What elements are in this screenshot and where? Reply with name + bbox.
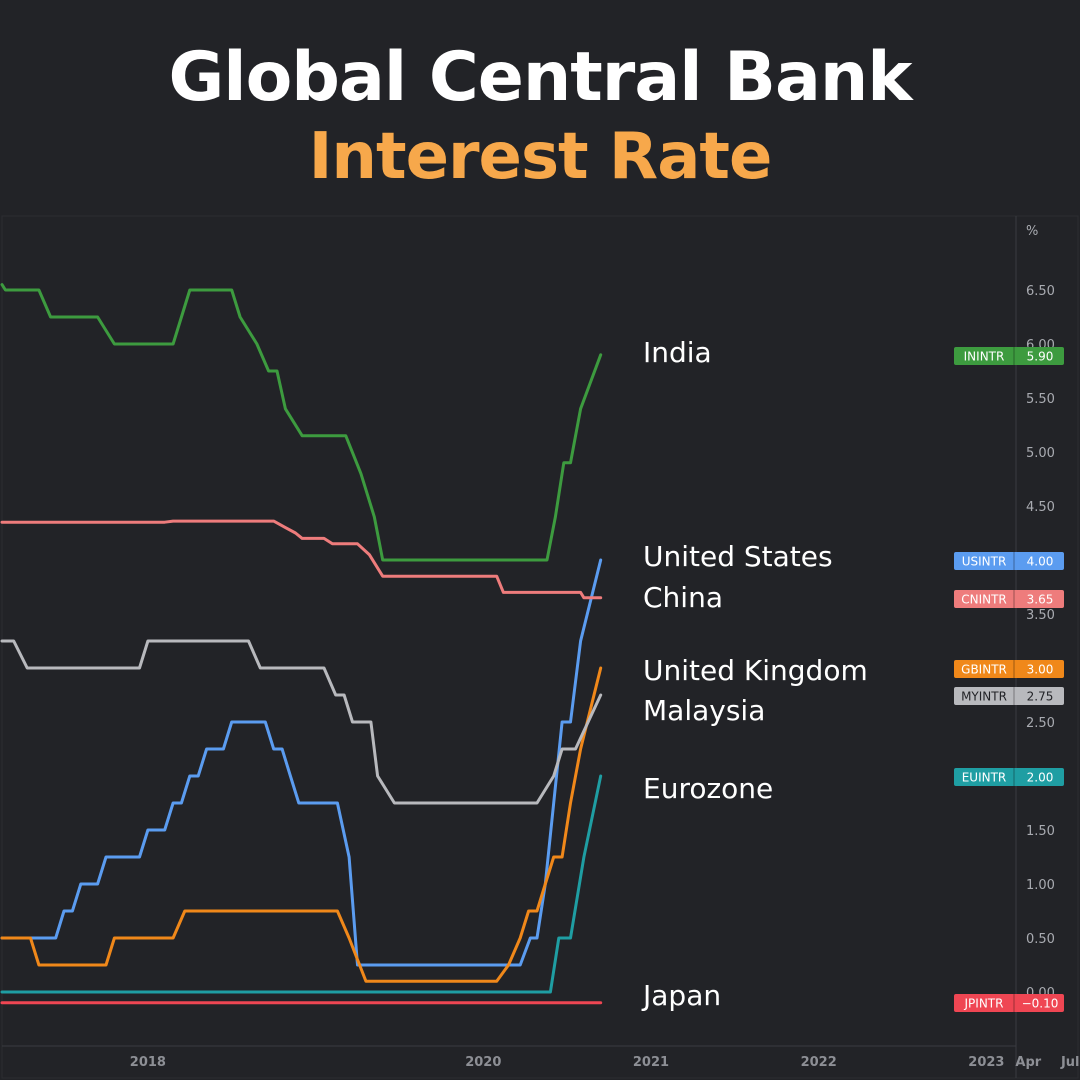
y-tick-label-4: 2.50 — [1026, 716, 1055, 731]
y-tick-label-1: 0.50 — [1026, 932, 1055, 947]
plot-frame — [1, 215, 1079, 1079]
price-tag-bg — [954, 347, 1064, 365]
country-label-united-kingdom: United Kingdom — [643, 654, 868, 687]
country-label-japan: Japan — [641, 979, 721, 1012]
price-tag-jpintr: JPINTR −0.10 — [954, 994, 1064, 1012]
price-tag-ticker: EUINTR — [962, 771, 1007, 785]
price-tags: ININTR 5.90 USINTR 4.00 CNINTR 3.65 GBINTR 3.00… — [954, 347, 1064, 1012]
series-line-gbintr — [0, 666, 603, 983]
price-tag-myintr: MYINTR 2.75 — [954, 687, 1064, 705]
y-axis-unit: % — [1026, 224, 1038, 239]
price-tag-value: 2.75 — [1027, 690, 1054, 704]
country-label-united-states: United States — [643, 540, 833, 573]
series-lines — [0, 283, 603, 1005]
price-tag-ticker: ININTR — [964, 350, 1005, 364]
price-tag-bg — [954, 590, 1064, 608]
price-tag-value: 3.65 — [1027, 593, 1054, 607]
series-line-euintr — [0, 774, 603, 994]
price-tag-ticker: GBINTR — [961, 663, 1007, 677]
y-tick-label-2: 1.00 — [1026, 878, 1055, 893]
price-tag-ticker: USINTR — [962, 555, 1007, 569]
country-label-india: India — [643, 336, 712, 369]
x-tick-label-6: Jul — [1060, 1055, 1080, 1070]
price-tag-bg — [954, 994, 1064, 1012]
price-tag-usintr: USINTR 4.00 — [954, 552, 1064, 570]
x-tick-label-2: 2021 — [633, 1055, 669, 1070]
price-tag-ticker: CNINTR — [961, 593, 1007, 607]
price-tag-value: 5.90 — [1027, 350, 1054, 364]
series-line-usintr — [0, 558, 603, 967]
price-tag-ticker: MYINTR — [961, 690, 1007, 704]
chart-title-line2: Interest Rate — [308, 120, 773, 194]
y-tick-label-8: 5.50 — [1026, 392, 1055, 407]
x-tick-label-5: Apr — [1015, 1055, 1041, 1070]
y-tick-label-6: 4.50 — [1026, 500, 1055, 515]
price-tag-cnintr: CNINTR 3.65 — [954, 590, 1064, 608]
price-tag-value: 4.00 — [1027, 555, 1054, 569]
y-tick-label-7: 5.00 — [1026, 446, 1055, 461]
price-tag-inintr: ININTR 5.90 — [954, 347, 1064, 365]
price-tag-value: 3.00 — [1027, 663, 1054, 677]
price-tag-gbintr: GBINTR 3.00 — [954, 660, 1064, 678]
price-tag-bg — [954, 768, 1064, 786]
x-tick-label-0: 2018 — [130, 1055, 166, 1070]
y-tick-label-10: 6.50 — [1026, 284, 1055, 299]
series-line-cnintr — [0, 519, 603, 600]
y-axis: 0.000.501.001.502.503.504.505.005.506.00… — [1026, 284, 1055, 1001]
x-tick-label-4: 2023 — [968, 1055, 1004, 1070]
price-tag-euintr: EUINTR 2.00 — [954, 768, 1064, 786]
y-tick-label-3: 1.50 — [1026, 824, 1055, 839]
x-tick-label-1: 2020 — [465, 1055, 501, 1070]
series-line-myintr — [0, 639, 603, 805]
x-axis: 20182020202120222023AprJulOct — [130, 1055, 1080, 1070]
country-labels: India United States China United Kingdom Mal… — [641, 336, 868, 1012]
price-tag-bg — [954, 687, 1064, 705]
price-tag-bg — [954, 660, 1064, 678]
series-line-inintr — [0, 283, 603, 562]
y-tick-label-5: 3.50 — [1026, 608, 1055, 623]
country-label-eurozone: Eurozone — [643, 772, 773, 805]
price-tag-ticker: JPINTR — [964, 997, 1004, 1011]
x-tick-label-3: 2022 — [801, 1055, 837, 1070]
price-tag-value: 2.00 — [1027, 771, 1054, 785]
country-label-malaysia: Malaysia — [643, 694, 765, 727]
country-label-china: China — [643, 581, 723, 614]
chart-title-line1: Global Central Bank — [168, 38, 912, 117]
price-tag-bg — [954, 552, 1064, 570]
price-tag-value: −0.10 — [1022, 997, 1059, 1011]
